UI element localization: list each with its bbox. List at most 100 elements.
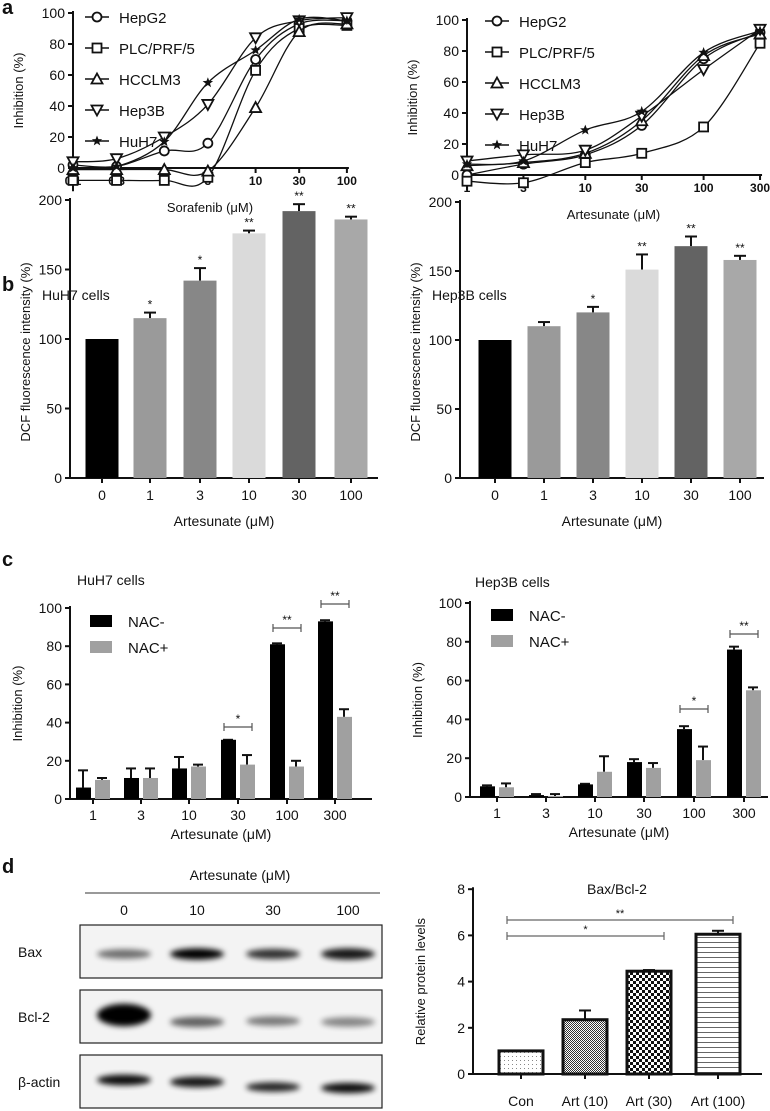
x-axis-label: Artesunate (μM)	[174, 513, 275, 529]
legend-label: NAC-	[529, 608, 566, 625]
y-tick-label: 0	[54, 791, 62, 807]
x-tick-label: 3	[589, 487, 597, 503]
significance-label: **	[294, 189, 304, 203]
bar	[625, 269, 659, 478]
data-point-triangle-down	[200, 99, 215, 112]
legend-label: HepG2	[119, 10, 167, 27]
y-tick-label: 50	[46, 401, 62, 417]
x-tick-label: 10	[241, 487, 257, 503]
blot-row-0	[79, 924, 383, 979]
data-point-star	[293, 13, 305, 24]
significance-label: *	[583, 924, 588, 936]
data-point-square	[67, 174, 79, 186]
data-point-triangle-down	[696, 64, 711, 77]
bar	[282, 211, 316, 478]
y-tick-label: 150	[39, 262, 63, 278]
y-axis-label: Inhibition (%)	[410, 662, 425, 738]
x-tick-label: 1	[540, 487, 548, 503]
significance-bracket	[729, 630, 759, 638]
data-point-square	[754, 37, 766, 49]
y-tick-label: 80	[49, 36, 65, 52]
series-huh7	[67, 13, 353, 173]
y-tick-label: 100	[39, 600, 63, 616]
significance-bracket	[223, 723, 253, 731]
data-point-square	[491, 46, 503, 58]
series-line	[466, 31, 761, 176]
protein-band	[170, 1076, 224, 1088]
significance-label: *	[591, 292, 596, 306]
series-huh7	[461, 25, 766, 169]
bar	[478, 340, 512, 478]
y-tick-label: 20	[443, 136, 459, 152]
x-tick-label: 100	[337, 174, 357, 188]
data-point-triangle-down	[89, 104, 105, 118]
bar	[232, 233, 266, 478]
y-tick-label: 0	[54, 470, 62, 486]
legend-swatch	[90, 641, 112, 653]
y-tick-label: 80	[446, 634, 462, 650]
x-tick-label: 300	[750, 181, 770, 195]
y-tick-label: 6	[457, 927, 465, 943]
data-point-square	[111, 174, 122, 186]
x-tick-label: 1	[493, 805, 501, 821]
data-point-square	[579, 157, 591, 169]
legend-label: HCCLM3	[119, 72, 181, 89]
x-tick-label: 100	[728, 487, 752, 503]
legend-swatch	[90, 615, 112, 627]
y-tick-label: 40	[443, 105, 459, 121]
series-hcclm3	[65, 16, 354, 177]
data-point-star	[636, 105, 647, 116]
data-point-star	[518, 155, 529, 166]
data-point-triangle-down	[109, 153, 124, 167]
protein-band	[321, 1082, 375, 1094]
legend-label: PLC/PRF/5	[119, 41, 195, 58]
bar-nac-plus	[646, 767, 661, 797]
series-hcclm3	[459, 26, 768, 172]
y-tick-label: 0	[457, 1066, 465, 1082]
blot-row-label: Bcl-2	[18, 1009, 50, 1025]
data-point-triangle	[489, 75, 505, 89]
panel-label-d: d	[2, 856, 14, 878]
x-tick-label: 10	[579, 181, 593, 195]
bar-nac-plus	[548, 796, 563, 797]
x-tick-label: Art (10)	[562, 1093, 609, 1109]
x-tick-label: 1	[146, 487, 154, 503]
data-point-triangle-down	[516, 149, 531, 163]
legend-label: NAC+	[529, 634, 570, 651]
x-tick-label: 3	[542, 805, 550, 821]
data-point-circle	[250, 54, 262, 65]
y-tick-label: 40	[49, 98, 65, 114]
protein-band	[246, 1082, 300, 1092]
bar	[183, 280, 217, 478]
bar-nac-plus	[499, 787, 514, 797]
blot-lane-label: 0	[120, 902, 128, 918]
x-tick-label: 10	[587, 805, 603, 821]
protein-band	[97, 1074, 151, 1086]
data-point-circle	[491, 15, 503, 27]
bar-nac-minus	[578, 784, 593, 797]
bar	[497, 1049, 545, 1076]
x-axis-label: Artesunate (μM)	[171, 826, 272, 842]
y-tick-label: 150	[429, 263, 453, 279]
data-point-triangle-down	[248, 32, 263, 46]
y-tick-label: 60	[49, 67, 65, 83]
data-point-triangle	[248, 100, 263, 113]
x-tick-label: 10	[634, 487, 650, 503]
chart-title: Hep3B cells	[475, 574, 550, 590]
series-line	[466, 28, 761, 162]
blot-lane-label: 30	[265, 902, 281, 918]
protein-band	[97, 949, 151, 959]
y-tick-label: 60	[446, 673, 462, 689]
bar-nac-plus	[289, 766, 304, 799]
y-tick-label: 4	[457, 974, 465, 990]
data-point-star	[754, 25, 766, 36]
data-point-square	[158, 174, 170, 186]
y-axis-label: DCF fluorescence intensity (%)	[408, 262, 423, 441]
y-tick-label: 60	[443, 74, 459, 90]
blot-row-label: β-actin	[18, 1074, 60, 1090]
protein-band	[246, 1016, 300, 1026]
data-point-square	[250, 64, 262, 76]
bar	[674, 246, 708, 478]
panel-label-a: a	[2, 0, 14, 19]
